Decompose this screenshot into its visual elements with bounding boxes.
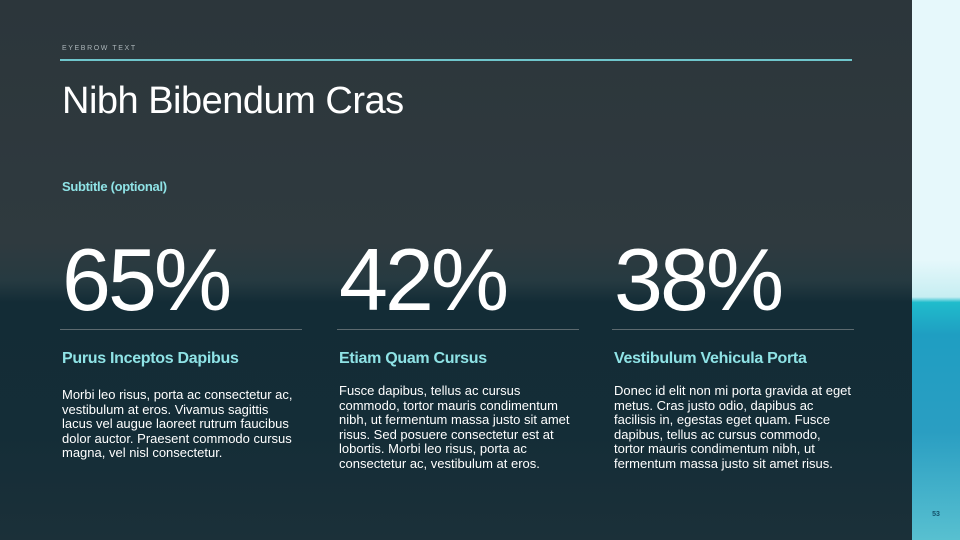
column-divider	[612, 329, 854, 330]
slide-subtitle: Subtitle (optional)	[62, 179, 167, 194]
column-heading: Vestibulum Vehicula Porta	[614, 350, 807, 367]
column-divider	[337, 329, 579, 330]
eyebrow-text: EYEBROW TEXT	[62, 45, 137, 52]
side-decorative-strip	[912, 0, 960, 540]
stat-column: 42% Etiam Quam Cursus Fusce dapibus, tel…	[337, 225, 579, 472]
slide-background	[0, 0, 912, 540]
column-body: Fusce dapibus, tellus ac cursus commodo,…	[339, 383, 570, 471]
page-number: 53	[932, 511, 940, 518]
stat-column: 65% Purus Inceptos Dapibus Morbi leo ris…	[60, 225, 302, 461]
header-rule	[60, 59, 852, 61]
stat-value: 65%	[62, 230, 232, 329]
column-body: Donec id elit non mi porta gravida at eg…	[614, 383, 852, 471]
stat-value: 38%	[614, 230, 784, 329]
slide-title: Nibh Bibendum Cras	[62, 80, 404, 122]
column-heading: Purus Inceptos Dapibus	[62, 350, 239, 367]
column-heading: Etiam Quam Cursus	[339, 350, 487, 367]
stat-value: 42%	[339, 230, 509, 329]
stat-column: 38% Vestibulum Vehicula Porta Donec id e…	[612, 225, 854, 472]
column-divider	[60, 329, 302, 330]
column-body: Morbi leo risus, porta ac consectetur ac…	[62, 387, 293, 461]
